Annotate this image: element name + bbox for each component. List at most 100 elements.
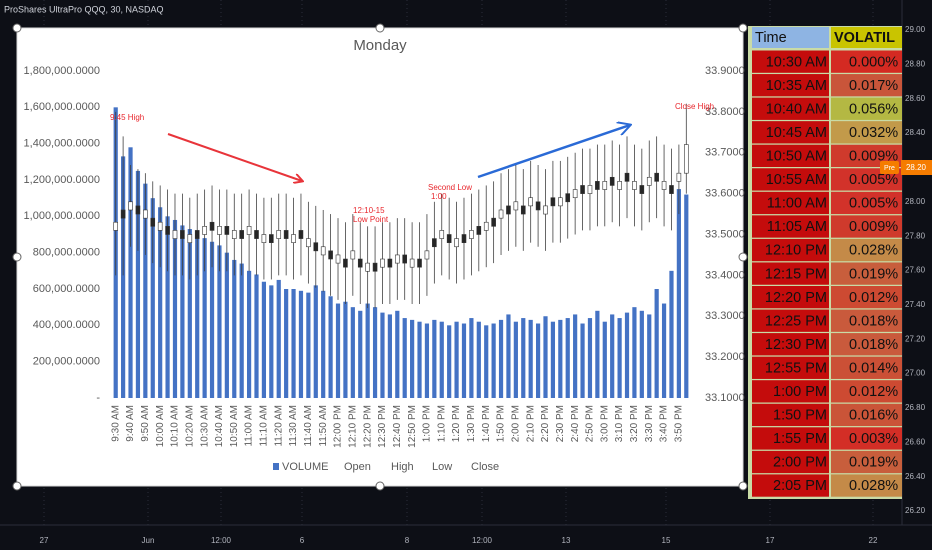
price-axis-label: 27.20 <box>905 334 926 343</box>
time-axis-label: 22 <box>869 536 878 545</box>
x-tick-label: 3:50 PM <box>674 405 685 442</box>
candle-body <box>209 221 215 231</box>
bar <box>239 263 244 398</box>
x-tick-label: 2:40 PM <box>570 405 581 442</box>
candle-body <box>365 262 370 272</box>
bar <box>676 189 681 398</box>
time-text: 10:30 AM <box>766 54 827 70</box>
x-tick-label: 1:30 PM <box>466 405 477 442</box>
bar <box>372 307 378 398</box>
bar <box>632 307 637 398</box>
x-tick-label: 1:50 PM <box>496 405 507 442</box>
candle-body <box>506 205 511 215</box>
candle-body <box>157 221 163 231</box>
bar <box>135 170 141 398</box>
x-tick-label: 12:30 PM <box>377 405 388 448</box>
bar <box>128 147 133 398</box>
x-tick-label: 3:00 PM <box>599 405 610 442</box>
candle-body <box>231 230 237 239</box>
bar <box>143 183 148 398</box>
x-tick-label: 3:40 PM <box>659 405 670 442</box>
x-tick-label: 11:50 AM <box>318 405 329 447</box>
candle-body <box>298 230 304 239</box>
candle-body <box>320 246 326 256</box>
bar <box>232 259 237 398</box>
candle-body <box>617 181 622 190</box>
bar <box>306 292 311 398</box>
legend-label: VOLUME <box>282 461 328 473</box>
bar <box>261 281 267 398</box>
price-axis-label: 26.60 <box>905 437 926 446</box>
x-tick-label: 11:40 AM <box>303 405 314 447</box>
x-tick-label: 3:30 PM <box>644 405 655 442</box>
bar <box>639 310 644 398</box>
bar <box>417 321 422 398</box>
y-tick-label: 800,000.0000 <box>33 247 100 259</box>
time-text: 12:25 PM <box>765 313 827 329</box>
time-text: 10:45 AM <box>766 125 827 141</box>
header-cell <box>831 27 902 48</box>
symbol-header: ProShares UltraPro QQQ, 30, NASDAQ <box>4 4 164 14</box>
candle-body <box>269 234 274 243</box>
price-axis-label: 26.40 <box>905 472 926 481</box>
time-text: 10:50 AM <box>766 149 827 165</box>
last-price-badge <box>901 160 932 175</box>
candle-body <box>565 193 571 203</box>
y2-tick-label: 33.8000 <box>705 106 745 118</box>
bar <box>476 321 481 398</box>
y2-tick-label: 33.9000 <box>705 65 745 77</box>
y-tick-label: 1,800,000.0000 <box>24 65 100 77</box>
value-text: 0.018% <box>849 337 898 353</box>
bar <box>284 289 289 398</box>
bar <box>328 296 333 398</box>
candle-body <box>150 217 156 227</box>
time-text: 1:55 PM <box>773 431 827 447</box>
time-cell <box>752 309 829 332</box>
candle-body <box>491 217 496 227</box>
bar <box>358 310 363 398</box>
x-tick-label: 1:00 PM <box>422 405 433 442</box>
annotation: 1:00 <box>431 192 447 201</box>
time-axis-label: 13 <box>562 536 571 545</box>
candle-body <box>632 181 637 190</box>
time-cell <box>752 50 829 73</box>
time-axis-label: 8 <box>405 536 410 545</box>
bar <box>246 270 252 398</box>
bar <box>684 194 689 398</box>
selection-handles <box>12 23 748 491</box>
candle-body <box>669 185 674 194</box>
value-cell <box>831 238 902 262</box>
candle-body <box>639 185 645 194</box>
annotation: 9:45 High <box>110 113 144 122</box>
time-text: 12:10 PM <box>765 243 827 259</box>
time-text: 2:05 PM <box>773 478 827 494</box>
time-cell <box>752 74 829 97</box>
x-tick-label: 12:40 PM <box>392 405 403 448</box>
candle-body <box>135 205 141 215</box>
bar <box>647 314 652 398</box>
header-text: Time <box>755 30 787 46</box>
bar <box>439 321 444 398</box>
bar <box>484 325 489 398</box>
candle-body <box>432 238 437 248</box>
value-cell <box>831 450 902 474</box>
header-text: VOLATIL <box>834 30 895 46</box>
bar <box>195 234 200 398</box>
y2-tick-label: 33.5000 <box>705 228 745 240</box>
bar <box>269 285 274 398</box>
price-axis-label: 29.00 <box>905 25 926 34</box>
candle-body <box>313 242 319 252</box>
bar <box>469 318 474 398</box>
candle-body <box>498 209 504 219</box>
candle-body <box>676 172 682 182</box>
time-text: 1:50 PM <box>773 408 827 424</box>
time-cell <box>752 427 829 450</box>
bar <box>580 323 585 398</box>
value-text: 0.000% <box>849 54 898 70</box>
bar <box>528 319 533 398</box>
bar <box>447 325 452 398</box>
bar <box>187 229 192 398</box>
price-axis-label: 27.60 <box>905 266 926 275</box>
bar <box>513 321 518 398</box>
time-cell <box>752 356 829 379</box>
